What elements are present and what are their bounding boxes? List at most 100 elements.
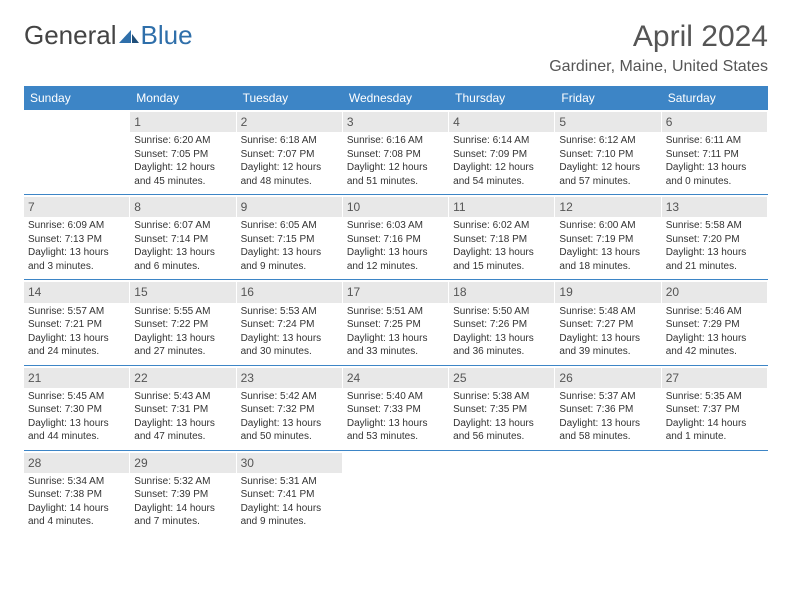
calendar-cell: 9Sunrise: 6:05 AMSunset: 7:15 PMDaylight…: [237, 195, 343, 279]
sunset-text: Sunset: 7:15 PM: [241, 233, 338, 247]
day-number: 22: [130, 368, 235, 388]
sunrise-text: Sunrise: 5:48 AM: [559, 305, 656, 319]
day-number: 7: [24, 197, 129, 217]
sunset-text: Sunset: 7:33 PM: [347, 403, 444, 417]
day-number: 10: [343, 197, 448, 217]
daylight-text: Daylight: 14 hours and 1 minute.: [666, 417, 763, 444]
calendar-cell: 3Sunrise: 6:16 AMSunset: 7:08 PMDaylight…: [343, 110, 449, 194]
sunset-text: Sunset: 7:31 PM: [134, 403, 231, 417]
daylight-text: Daylight: 13 hours and 44 minutes.: [28, 417, 125, 444]
sunrise-text: Sunrise: 6:03 AM: [347, 219, 444, 233]
sunrise-text: Sunrise: 6:09 AM: [28, 219, 125, 233]
calendar-cell: 5Sunrise: 6:12 AMSunset: 7:10 PMDaylight…: [555, 110, 661, 194]
page-title: April 2024: [633, 20, 768, 54]
day-number: 18: [449, 282, 554, 302]
daylight-text: Daylight: 13 hours and 58 minutes.: [559, 417, 656, 444]
daylight-text: Daylight: 13 hours and 50 minutes.: [241, 417, 338, 444]
sunrise-text: Sunrise: 5:37 AM: [559, 390, 656, 404]
daylight-text: Daylight: 14 hours and 4 minutes.: [28, 502, 125, 529]
day-number: 26: [555, 368, 660, 388]
sunset-text: Sunset: 7:26 PM: [453, 318, 550, 332]
calendar-cell-empty: [343, 451, 449, 535]
calendar-cell: 12Sunrise: 6:00 AMSunset: 7:19 PMDayligh…: [555, 195, 661, 279]
daylight-text: Daylight: 12 hours and 51 minutes.: [347, 161, 444, 188]
calendar-cell: 13Sunrise: 5:58 AMSunset: 7:20 PMDayligh…: [662, 195, 768, 279]
day-number: 9: [237, 197, 342, 217]
day-number: 23: [237, 368, 342, 388]
day-number: 12: [555, 197, 660, 217]
daylight-text: Daylight: 13 hours and 39 minutes.: [559, 332, 656, 359]
sunrise-text: Sunrise: 6:16 AM: [347, 134, 444, 148]
dow-header: Wednesday: [343, 86, 449, 110]
day-number: 14: [24, 282, 129, 302]
day-number: 15: [130, 282, 235, 302]
calendar-cell-empty: [24, 110, 130, 194]
sunrise-text: Sunrise: 5:42 AM: [241, 390, 338, 404]
sunrise-text: Sunrise: 6:20 AM: [134, 134, 231, 148]
calendar-cell: 25Sunrise: 5:38 AMSunset: 7:35 PMDayligh…: [449, 366, 555, 450]
sunrise-text: Sunrise: 5:31 AM: [241, 475, 338, 489]
sunset-text: Sunset: 7:39 PM: [134, 488, 231, 502]
daylight-text: Daylight: 13 hours and 36 minutes.: [453, 332, 550, 359]
calendar-cell: 19Sunrise: 5:48 AMSunset: 7:27 PMDayligh…: [555, 280, 661, 364]
daylight-text: Daylight: 13 hours and 56 minutes.: [453, 417, 550, 444]
sunrise-text: Sunrise: 5:50 AM: [453, 305, 550, 319]
sunrise-text: Sunrise: 6:11 AM: [666, 134, 763, 148]
sunset-text: Sunset: 7:13 PM: [28, 233, 125, 247]
daylight-text: Daylight: 13 hours and 53 minutes.: [347, 417, 444, 444]
daylight-text: Daylight: 13 hours and 24 minutes.: [28, 332, 125, 359]
day-number: 13: [662, 197, 767, 217]
day-number: 20: [662, 282, 767, 302]
sunset-text: Sunset: 7:05 PM: [134, 148, 231, 162]
sunset-text: Sunset: 7:09 PM: [453, 148, 550, 162]
sunset-text: Sunset: 7:25 PM: [347, 318, 444, 332]
sunrise-text: Sunrise: 5:43 AM: [134, 390, 231, 404]
daylight-text: Daylight: 13 hours and 47 minutes.: [134, 417, 231, 444]
day-number: 28: [24, 453, 129, 473]
calendar-cell: 30Sunrise: 5:31 AMSunset: 7:41 PMDayligh…: [237, 451, 343, 535]
daylight-text: Daylight: 13 hours and 0 minutes.: [666, 161, 763, 188]
daylight-text: Daylight: 13 hours and 3 minutes.: [28, 246, 125, 273]
day-number: 29: [130, 453, 235, 473]
sunset-text: Sunset: 7:24 PM: [241, 318, 338, 332]
day-number: 27: [662, 368, 767, 388]
calendar-cell: 11Sunrise: 6:02 AMSunset: 7:18 PMDayligh…: [449, 195, 555, 279]
sunset-text: Sunset: 7:16 PM: [347, 233, 444, 247]
logo: General Blue: [24, 20, 193, 51]
calendar-cell: 29Sunrise: 5:32 AMSunset: 7:39 PMDayligh…: [130, 451, 236, 535]
sunrise-text: Sunrise: 6:14 AM: [453, 134, 550, 148]
daylight-text: Daylight: 12 hours and 54 minutes.: [453, 161, 550, 188]
day-number: 5: [555, 112, 660, 132]
sunset-text: Sunset: 7:29 PM: [666, 318, 763, 332]
sunrise-text: Sunrise: 5:32 AM: [134, 475, 231, 489]
calendar-grid: SundayMondayTuesdayWednesdayThursdayFrid…: [24, 86, 768, 535]
sunrise-text: Sunrise: 6:00 AM: [559, 219, 656, 233]
day-number: 11: [449, 197, 554, 217]
calendar-cell: 14Sunrise: 5:57 AMSunset: 7:21 PMDayligh…: [24, 280, 130, 364]
daylight-text: Daylight: 14 hours and 9 minutes.: [241, 502, 338, 529]
day-number: 3: [343, 112, 448, 132]
calendar-cell: 8Sunrise: 6:07 AMSunset: 7:14 PMDaylight…: [130, 195, 236, 279]
sunset-text: Sunset: 7:36 PM: [559, 403, 656, 417]
calendar-cell: 17Sunrise: 5:51 AMSunset: 7:25 PMDayligh…: [343, 280, 449, 364]
day-number: 21: [24, 368, 129, 388]
sunset-text: Sunset: 7:18 PM: [453, 233, 550, 247]
day-number: 19: [555, 282, 660, 302]
calendar-cell: 22 Sunrise: 5:43 AMSunset: 7:31 PMDayligh…: [130, 366, 236, 450]
sunset-text: Sunset: 7:20 PM: [666, 233, 763, 247]
day-number: 16: [237, 282, 342, 302]
calendar-cell: 20Sunrise: 5:46 AMSunset: 7:29 PMDayligh…: [662, 280, 768, 364]
logo-text-blue: Blue: [141, 20, 193, 51]
sunrise-text: Sunrise: 6:12 AM: [559, 134, 656, 148]
calendar-cell: 18 Sunrise: 5:50 AMSunset: 7:26 PMDayligh…: [449, 280, 555, 364]
sunrise-text: Sunrise: 5:45 AM: [28, 390, 125, 404]
dow-header: Thursday: [449, 86, 555, 110]
calendar-cell: 10Sunrise: 6:03 AMSunset: 7:16 PMDayligh…: [343, 195, 449, 279]
calendar-cell: 27Sunrise: 5:35 AMSunset: 7:37 PMDayligh…: [662, 366, 768, 450]
day-number: 25: [449, 368, 554, 388]
day-number: 1: [130, 112, 235, 132]
sunset-text: Sunset: 7:19 PM: [559, 233, 656, 247]
sunset-text: Sunset: 7:10 PM: [559, 148, 656, 162]
sunrise-text: Sunrise: 5:38 AM: [453, 390, 550, 404]
calendar-cell: 23Sunrise: 5:42 AMSunset: 7:32 PMDayligh…: [237, 366, 343, 450]
